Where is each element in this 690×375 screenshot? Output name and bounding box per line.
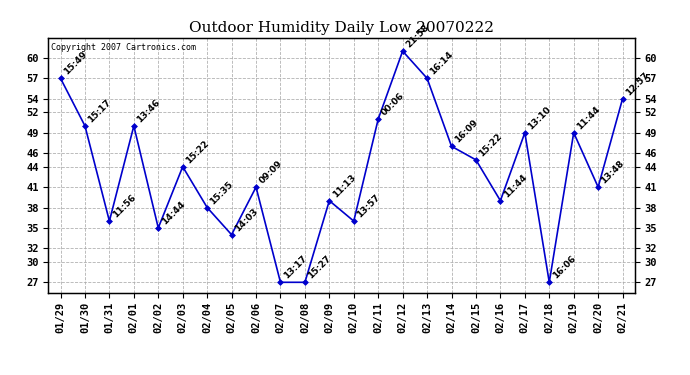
Text: 14:44: 14:44 [159,200,186,226]
Text: 11:13: 11:13 [331,173,357,199]
Text: Copyright 2007 Cartronics.com: Copyright 2007 Cartronics.com [51,43,196,52]
Text: 13:48: 13:48 [600,159,627,186]
Text: 15:35: 15:35 [208,180,235,206]
Text: 00:06: 00:06 [380,92,406,118]
Text: 16:09: 16:09 [453,118,480,145]
Text: 13:46: 13:46 [135,98,162,124]
Text: 11:44: 11:44 [502,172,529,199]
Text: 11:56: 11:56 [111,193,137,220]
Text: 14:03: 14:03 [233,207,259,233]
Title: Outdoor Humidity Daily Low 20070222: Outdoor Humidity Daily Low 20070222 [189,21,494,35]
Text: 16:06: 16:06 [551,254,577,281]
Text: 15:49: 15:49 [62,50,89,77]
Text: 15:22: 15:22 [477,132,504,159]
Text: 15:17: 15:17 [86,98,113,124]
Text: 09:09: 09:09 [257,159,284,186]
Text: 13:10: 13:10 [526,105,553,131]
Text: 12:57: 12:57 [624,70,651,97]
Text: 15:22: 15:22 [184,139,210,165]
Text: 16:14: 16:14 [428,50,455,77]
Text: 13:57: 13:57 [355,193,382,220]
Text: 11:44: 11:44 [575,105,602,131]
Text: 15:27: 15:27 [306,254,333,281]
Text: 13:17: 13:17 [282,254,308,281]
Text: 21:58: 21:58 [404,23,431,50]
